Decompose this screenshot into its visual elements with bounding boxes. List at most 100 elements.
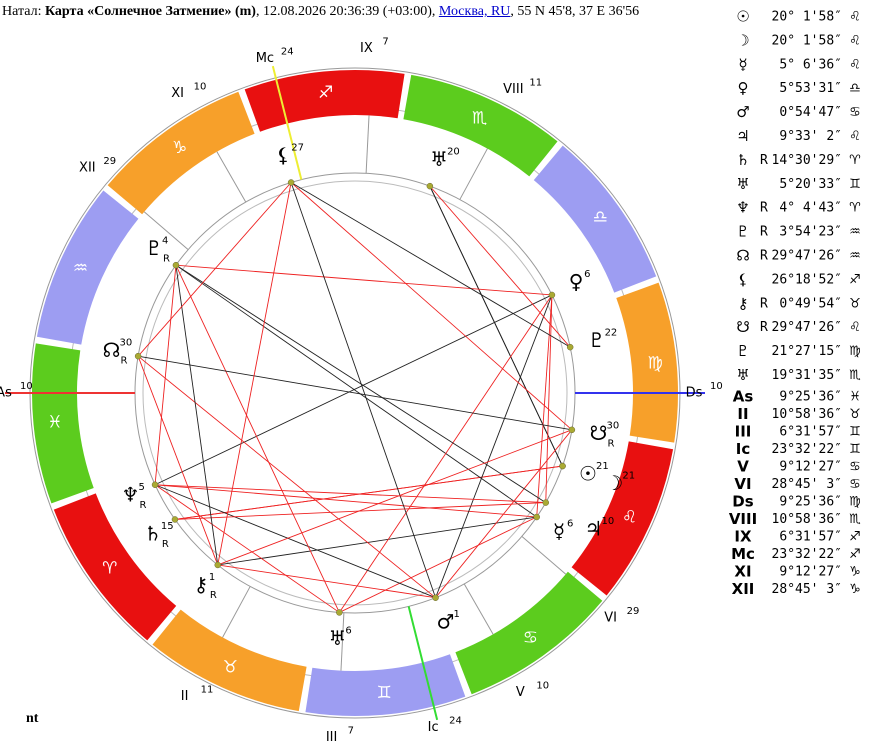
aspect-line (175, 264, 340, 613)
sign-segment (152, 609, 307, 712)
table-glyph: As (733, 388, 754, 406)
planet-dot (172, 261, 180, 269)
table-glyph: ♅ (736, 175, 749, 193)
planet-degree: 6 (345, 625, 351, 636)
sign-glyph: ♋ (523, 628, 538, 648)
table-sign: ♑ (849, 582, 861, 597)
aspect-line (154, 294, 553, 486)
table-position: 9°33' 2″ (779, 129, 842, 144)
planet-retro: R (140, 500, 147, 511)
table-position: 19°31'35″ (772, 368, 842, 383)
planet-degree: 6 (584, 269, 590, 280)
table-position: 9°25'36″ (779, 495, 842, 510)
planet-dot (134, 352, 142, 360)
aspect-line (137, 182, 292, 357)
table-glyph: ♇ (736, 342, 749, 360)
table-sign: ♒ (849, 225, 861, 240)
table-sign: ♐ (849, 547, 861, 562)
aspect-line (154, 484, 340, 613)
table-position: 5°53'31″ (779, 81, 842, 96)
table-sign: ♌ (849, 33, 861, 48)
place-link[interactable]: Москва, RU (438, 4, 511, 19)
house-degree: 10 (194, 82, 207, 93)
aspect-line (155, 484, 537, 518)
table-sign: ♏ (849, 368, 861, 383)
header: Натал: Карта «Солнечное Затмение» (m), 1… (2, 4, 639, 20)
table-sign: ♓ (849, 390, 861, 405)
table-sign: ♌ (849, 320, 861, 335)
table-glyph: ☊ (736, 247, 749, 265)
house-label: Ds (686, 386, 703, 401)
table-retro: R (760, 153, 768, 168)
table-glyph: ♆ (736, 199, 749, 217)
planet-retro: R (163, 253, 170, 264)
table-sign: ♌ (849, 57, 861, 72)
table-sign: ♑ (849, 565, 861, 580)
planet-retro: R (162, 539, 169, 550)
planet-glyph: ☽ (605, 471, 623, 495)
house-degree: 7 (348, 726, 354, 737)
sign-glyph: ♉ (223, 658, 238, 678)
table-glyph: XI (734, 563, 751, 581)
table-sign: ♐ (849, 272, 861, 287)
house-degree: 11 (201, 684, 214, 695)
table-glyph: II (737, 405, 748, 423)
sign-segment (32, 343, 94, 504)
aspect-line (435, 294, 553, 598)
planet-dot (426, 182, 434, 190)
sign-segment (571, 441, 674, 596)
aspect-line (154, 484, 436, 599)
house-degree: 29 (103, 156, 116, 167)
table-position: 23°32'22″ (772, 442, 842, 457)
house-label: IX (360, 41, 373, 56)
sign-glyph: ♒ (73, 258, 88, 278)
house-label: Mc (256, 51, 274, 66)
table-glyph: Ic (736, 440, 750, 458)
aspect-line (175, 264, 552, 296)
house-label: As (0, 386, 12, 401)
planet-degree: 30 (607, 420, 620, 431)
planet-degree: 1 (453, 609, 459, 620)
table-glyph: III (735, 423, 752, 441)
house-label: Ic (428, 720, 439, 735)
house-label: II (181, 689, 189, 704)
sign-segment (533, 145, 657, 293)
planet-glyph: ♅ (430, 147, 448, 171)
aspect-line (175, 264, 537, 518)
planet-dot (171, 516, 179, 523)
table-position: 14°30'29″ (772, 153, 842, 168)
footer-text: nt (26, 711, 39, 726)
table-position: 9°12'27″ (779, 565, 842, 580)
house-degree: 10 (536, 680, 549, 691)
aspect-line (138, 355, 572, 431)
table-glyph: ☉ (736, 8, 749, 26)
table-glyph: ⚸ (738, 270, 749, 288)
aspect-line (137, 356, 219, 566)
table-sign: ♎ (849, 81, 861, 96)
table-position: 20° 1'58″ (772, 33, 842, 48)
house-label: VI (604, 610, 617, 625)
aspect-line (290, 182, 437, 598)
table-glyph: VI (734, 475, 751, 493)
table-position: 0°49'54″ (779, 296, 842, 311)
table-position: 5°20'33″ (779, 177, 842, 192)
planet-dot (566, 343, 574, 351)
table-sign: ♍ (849, 495, 861, 510)
planet-glyph: ♄ (144, 521, 162, 545)
planet-degree: 1 (209, 572, 215, 583)
house-degree: 7 (382, 36, 388, 47)
sign-segment (455, 571, 603, 695)
planet-retro: R (210, 590, 217, 601)
house-degree: 10 (710, 381, 723, 392)
aspect-line (290, 182, 571, 348)
header-title: Карта «Солнечное Затмение» (m) (44, 4, 256, 19)
planet-degree: 6 (567, 518, 573, 529)
table-sign: ♊ (849, 177, 861, 192)
table-position: 29°47'26″ (772, 320, 842, 335)
planet-retro: R (608, 438, 615, 449)
header-prefix: Натал: (2, 4, 45, 19)
house-label: V (516, 685, 525, 700)
planet-glyph: ♅ (328, 626, 346, 650)
planet-dot (542, 499, 550, 506)
table-retro: R (760, 225, 768, 240)
